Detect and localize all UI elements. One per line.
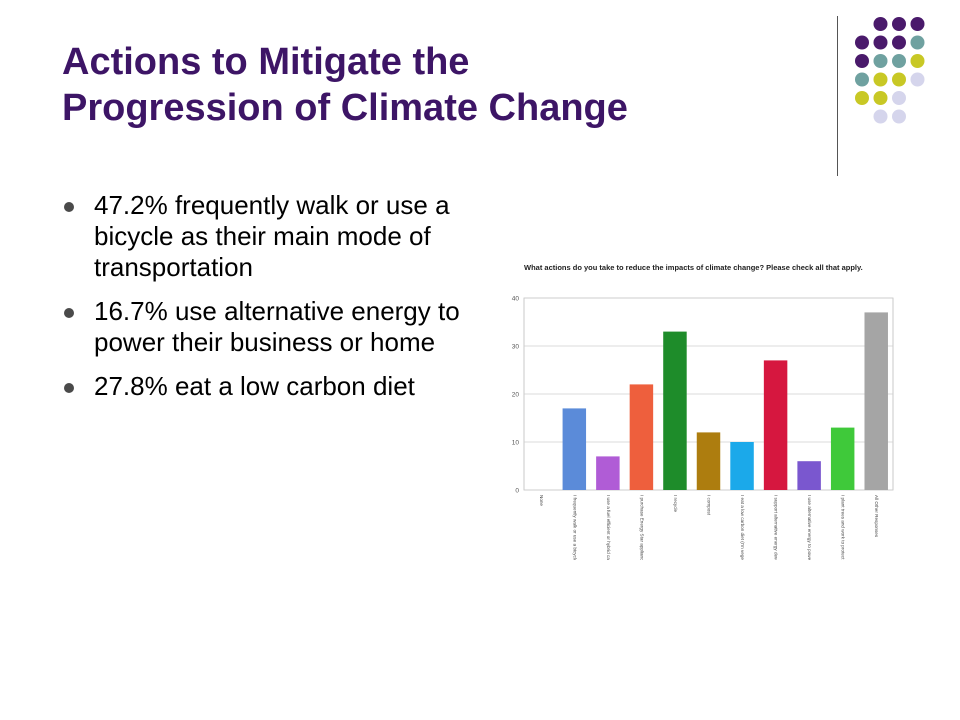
- x-tick-label: I frequently walk or use a bicycle as my…: [572, 495, 577, 560]
- y-tick-label: 0: [515, 488, 519, 495]
- decorative-dot: [892, 72, 906, 87]
- x-tick-label: I use a fuel efficient or hybrid car: [606, 495, 611, 560]
- decorative-dot: [855, 54, 869, 68]
- bullet-dot-icon: [64, 308, 74, 318]
- chart-bar: [864, 312, 888, 490]
- decorative-dot: [892, 35, 906, 50]
- decorative-dot: [892, 17, 906, 31]
- bullet-item: 16.7% use alternative energy to power th…: [62, 296, 462, 358]
- bullet-text: 16.7% use alternative energy to power th…: [94, 296, 460, 357]
- decorative-divider: [837, 16, 838, 176]
- decorative-dot: [873, 17, 888, 31]
- decorative-dot: [855, 35, 869, 50]
- x-tick-label: I recycle: [673, 495, 678, 513]
- slide-title: Actions to Mitigate the Progression of C…: [62, 40, 802, 131]
- decorative-dot: [873, 109, 888, 124]
- decorative-dot: [892, 54, 906, 68]
- y-tick-label: 40: [512, 296, 520, 303]
- chart-bar: [696, 432, 721, 490]
- slide-title-line-2: Progression of Climate Change: [62, 86, 628, 129]
- x-tick-label: I use alternative energy to power my hom…: [807, 495, 812, 560]
- x-tick-label: I compost: [707, 495, 712, 516]
- x-tick-label: None: [539, 495, 544, 506]
- decorative-dot: [873, 72, 888, 87]
- chart-bar: [629, 384, 654, 490]
- bullet-list: 47.2% frequently walk or use a bicycle a…: [62, 190, 462, 415]
- decorative-dot: [873, 54, 888, 68]
- chart-bar: [596, 456, 620, 490]
- decorative-dot: [855, 72, 869, 87]
- x-tick-label: I purchase Energy Star appliances and el…: [639, 495, 644, 560]
- bullet-dot-icon: [64, 383, 74, 393]
- decorative-dot: [910, 35, 925, 50]
- decorative-dot: [910, 72, 925, 87]
- y-tick-label: 10: [512, 440, 520, 447]
- x-tick-label: I plant trees and work to protect existi…: [841, 495, 846, 560]
- decorative-dot: [855, 91, 869, 105]
- chart-bar: [797, 461, 821, 490]
- bullet-dot-icon: [64, 202, 74, 212]
- slide-title-line-1: Actions to Mitigate the: [62, 41, 470, 83]
- chart-bar: [562, 408, 587, 490]
- bullet-text: 27.8% eat a low carbon diet: [94, 371, 415, 401]
- chart-bar: [763, 360, 788, 490]
- y-tick-label: 20: [512, 392, 520, 399]
- decorative-dot: [873, 35, 888, 50]
- decorative-dot: [910, 17, 925, 31]
- y-tick-label: 30: [512, 344, 520, 351]
- decorative-dot: [910, 54, 925, 68]
- decorative-dot: [892, 109, 906, 124]
- decorative-dot: [873, 91, 888, 105]
- bar-chart-svg: 0 10 20 30 40 None I frequently walk or use a …: [512, 296, 894, 637]
- chart-bar: [730, 442, 754, 490]
- bullet-item: 47.2% frequently walk or use a bicycle a…: [62, 190, 462, 283]
- bullet-text: 47.2% frequently walk or use a bicycle a…: [94, 190, 450, 282]
- chart-bar: [663, 331, 687, 490]
- bullet-item: 27.8% eat a low carbon diet: [62, 371, 462, 402]
- decorative-dot-grid: [855, 17, 925, 124]
- decorative-dot: [892, 91, 906, 105]
- x-tick-label: All Other Responses: [874, 495, 879, 538]
- x-tick-label: I eat a low carbon diet (I'm vegetarian …: [740, 495, 745, 560]
- chart-bar: [830, 427, 855, 490]
- x-tick-label: I support alternative energy development: [774, 495, 779, 560]
- chart-title: What actions do you take to reduce the i…: [524, 263, 863, 272]
- survey-chart: What actions do you take to reduce the i…: [478, 250, 898, 637]
